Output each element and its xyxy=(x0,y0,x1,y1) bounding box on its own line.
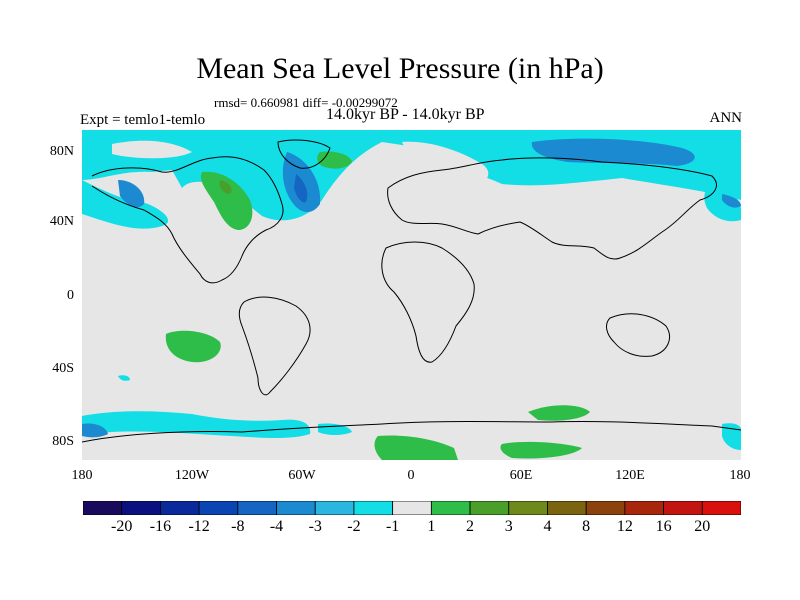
south-pacific-negative-speck xyxy=(118,375,130,381)
lon-label-180e: 180 xyxy=(729,468,751,483)
arctic-neutral-patch xyxy=(112,140,192,159)
east-asia-negative-anomaly xyxy=(704,185,741,222)
lon-label-180w: 180 xyxy=(71,468,93,483)
lon-label-120w: 120W xyxy=(174,468,210,483)
southern-ocean-positive-anomaly xyxy=(528,405,590,421)
east-pacific-negative-anomaly xyxy=(722,194,741,208)
colorbar-tick-label: 3 xyxy=(504,518,513,535)
colorbar-tick-label: -20 xyxy=(111,518,133,535)
map-title: Mean Sea Level Pressure (in hPa) xyxy=(196,52,604,85)
colorbar-box xyxy=(585,501,626,515)
colorbar-tick-label: 20 xyxy=(694,518,711,535)
lat-label-80s: 80S xyxy=(52,434,74,449)
north-america-positive-core xyxy=(219,180,232,194)
colorbar-tick-label: 16 xyxy=(655,518,672,535)
colorbar-tick-label: 2 xyxy=(466,518,475,535)
colorbar-tick-label: -3 xyxy=(308,518,322,535)
alaska-negative-anomaly xyxy=(118,180,145,208)
colorbar-box xyxy=(469,501,510,515)
colorbar-box xyxy=(83,501,123,515)
colorbar-box xyxy=(198,501,239,515)
southern-ocean-negative-far-east xyxy=(722,423,741,450)
lat-label-80n: 80N xyxy=(49,144,74,159)
colorbar-box xyxy=(237,501,277,515)
colorbar-box xyxy=(701,501,741,515)
map-background xyxy=(82,130,741,460)
colorbar-box xyxy=(547,501,587,515)
colorbar-box xyxy=(276,501,316,515)
colorbar-tick-label: 4 xyxy=(543,518,552,535)
time-period-subtitle: 14.0kyr BP - 14.0kyr BP xyxy=(326,106,485,123)
colorbar-box xyxy=(353,501,394,515)
colorbar-box xyxy=(121,501,161,515)
colorbar-tick-label: 1 xyxy=(427,518,436,535)
lon-label-120e: 120E xyxy=(615,468,645,483)
lon-label-0: 0 xyxy=(407,468,415,483)
colorbar-box xyxy=(160,501,200,515)
antarctic-positive-anomaly-east xyxy=(500,441,582,459)
coastlines xyxy=(82,139,741,443)
europe-negative-anomaly-core xyxy=(294,174,308,203)
world-map xyxy=(82,130,741,460)
southern-ocean-negative-west xyxy=(82,423,108,438)
colorbar-tick-label: 8 xyxy=(582,518,591,535)
south-pacific-positive-anomaly xyxy=(165,330,221,363)
colorbar-tick-label: -2 xyxy=(347,518,361,535)
season-label: ANN xyxy=(709,110,743,126)
colorbar xyxy=(83,501,741,515)
colorbar-box xyxy=(508,501,548,515)
colorbar-box xyxy=(430,501,471,515)
russia-neutral-patch xyxy=(402,141,489,186)
lat-label-40n: 40N xyxy=(49,214,74,229)
lon-label-60e: 60E xyxy=(509,468,533,483)
north-pacific-negative-anomaly xyxy=(82,180,169,229)
experiment-label: Expt = temlo1-temlo xyxy=(80,112,206,128)
colorbar-tick-label: 12 xyxy=(616,518,633,535)
colorbar-tick-label: -1 xyxy=(385,518,400,535)
lon-label-60w: 60W xyxy=(288,468,316,483)
colorbar-box xyxy=(392,501,432,515)
colorbar-tick-label: -16 xyxy=(149,518,172,535)
colorbar-tick-label: -12 xyxy=(188,518,210,535)
colorbar-box xyxy=(314,501,355,515)
lat-label-equator: 0 xyxy=(67,288,74,303)
colorbar-tick-label: -4 xyxy=(269,518,284,535)
lat-label-40s: 40S xyxy=(52,361,74,376)
colorbar-tick-label: -8 xyxy=(231,518,245,535)
north-america-positive-anomaly xyxy=(200,171,253,230)
colorbar-box xyxy=(624,501,664,515)
antarctic-positive-anomaly xyxy=(374,435,458,460)
rmsd-diff-stats: rmsd= 0.660981 diff= -0.00299072 xyxy=(214,95,398,110)
colorbar-box xyxy=(663,501,703,515)
